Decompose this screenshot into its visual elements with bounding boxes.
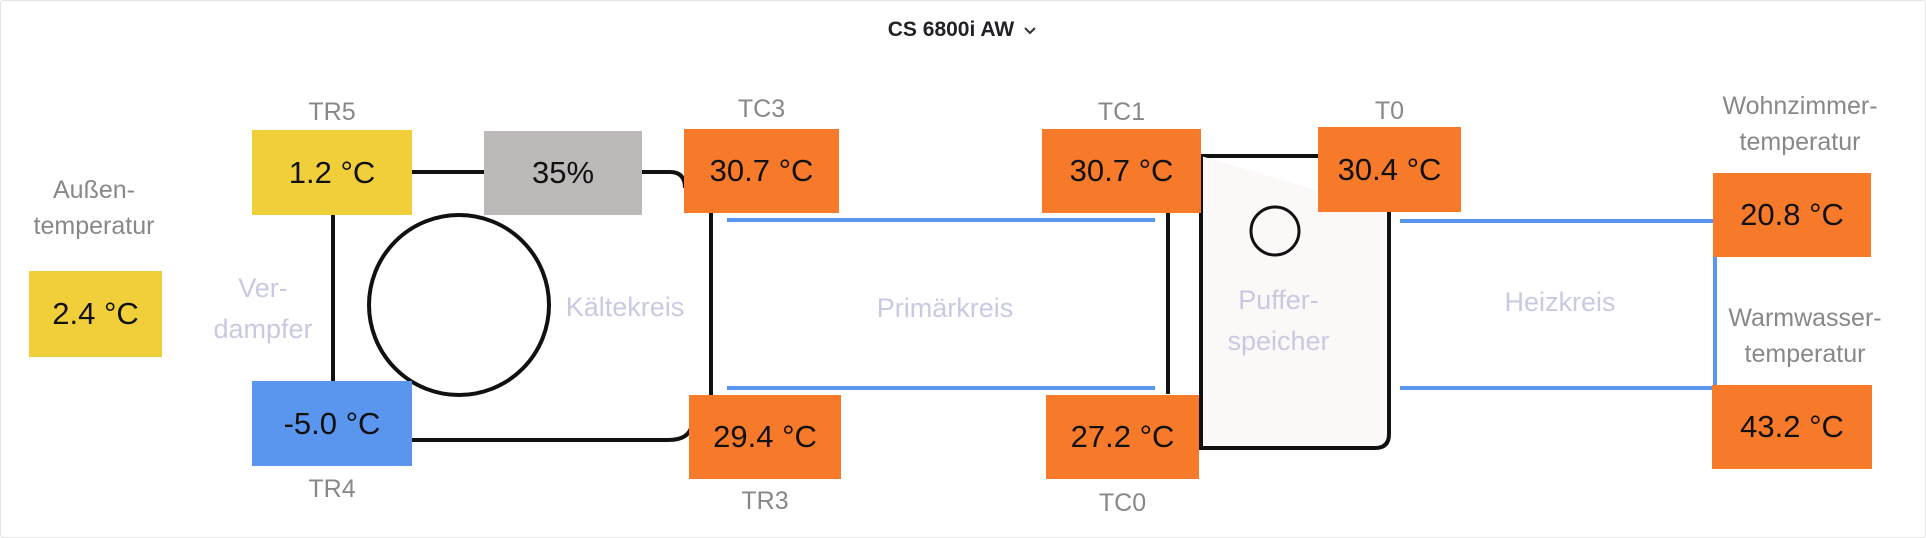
tc1-value: 30.7 °C [1042,129,1201,213]
buffer-tank-label: Puffer- speicher [1227,285,1330,356]
room-temperature-value: 20.8 °C [1713,173,1871,257]
hot-water-temperature-label: Warmwasser- temperatur [1728,304,1882,368]
heating-circuit-label: Heizkreis [1504,287,1616,317]
tr4-label: TR4 [308,475,356,503]
evaporator-label: Ver- dampfer [213,273,313,344]
refrigerant-lines [331,154,1318,442]
tc3-value: 30.7 °C [684,129,839,213]
tr3-value: 29.4 °C [689,395,841,479]
tr5-label: TR5 [308,98,356,126]
chevron-down-icon [1022,22,1038,38]
primary-circuit-label: Primärkreis [876,293,1014,323]
outdoor-temperature-value: 2.4 °C [29,271,162,357]
buffer-sensor-port [1249,205,1301,257]
t0-value: 30.4 °C [1318,127,1461,212]
device-selector[interactable]: CS 6800i AW [0,12,1926,48]
tr3-label: TR3 [741,487,789,515]
buffer-tank [1199,156,1391,450]
outdoor-label: Außen- temperatur [33,176,155,240]
device-title: CS 6800i AW [887,18,1015,41]
tc0-value: 27.2 °C [1046,395,1199,479]
tc3-label: TC3 [737,95,786,123]
compressor-modulation: 35% [484,131,642,215]
tr5-value: 1.2 °C [252,130,412,215]
tc1-label: TC1 [1097,98,1146,126]
refrigerant-circuit-label: Kältekreis [565,292,685,322]
tc0-label: TC0 [1098,489,1147,517]
room-temperature-label: Wohnzimmer- temperatur [1722,92,1878,156]
t0-label: T0 [1374,97,1405,125]
hot-water-temperature-value: 43.2 °C [1712,385,1872,469]
compressor-circle [367,213,551,397]
tr4-value: -5.0 °C [252,381,412,466]
